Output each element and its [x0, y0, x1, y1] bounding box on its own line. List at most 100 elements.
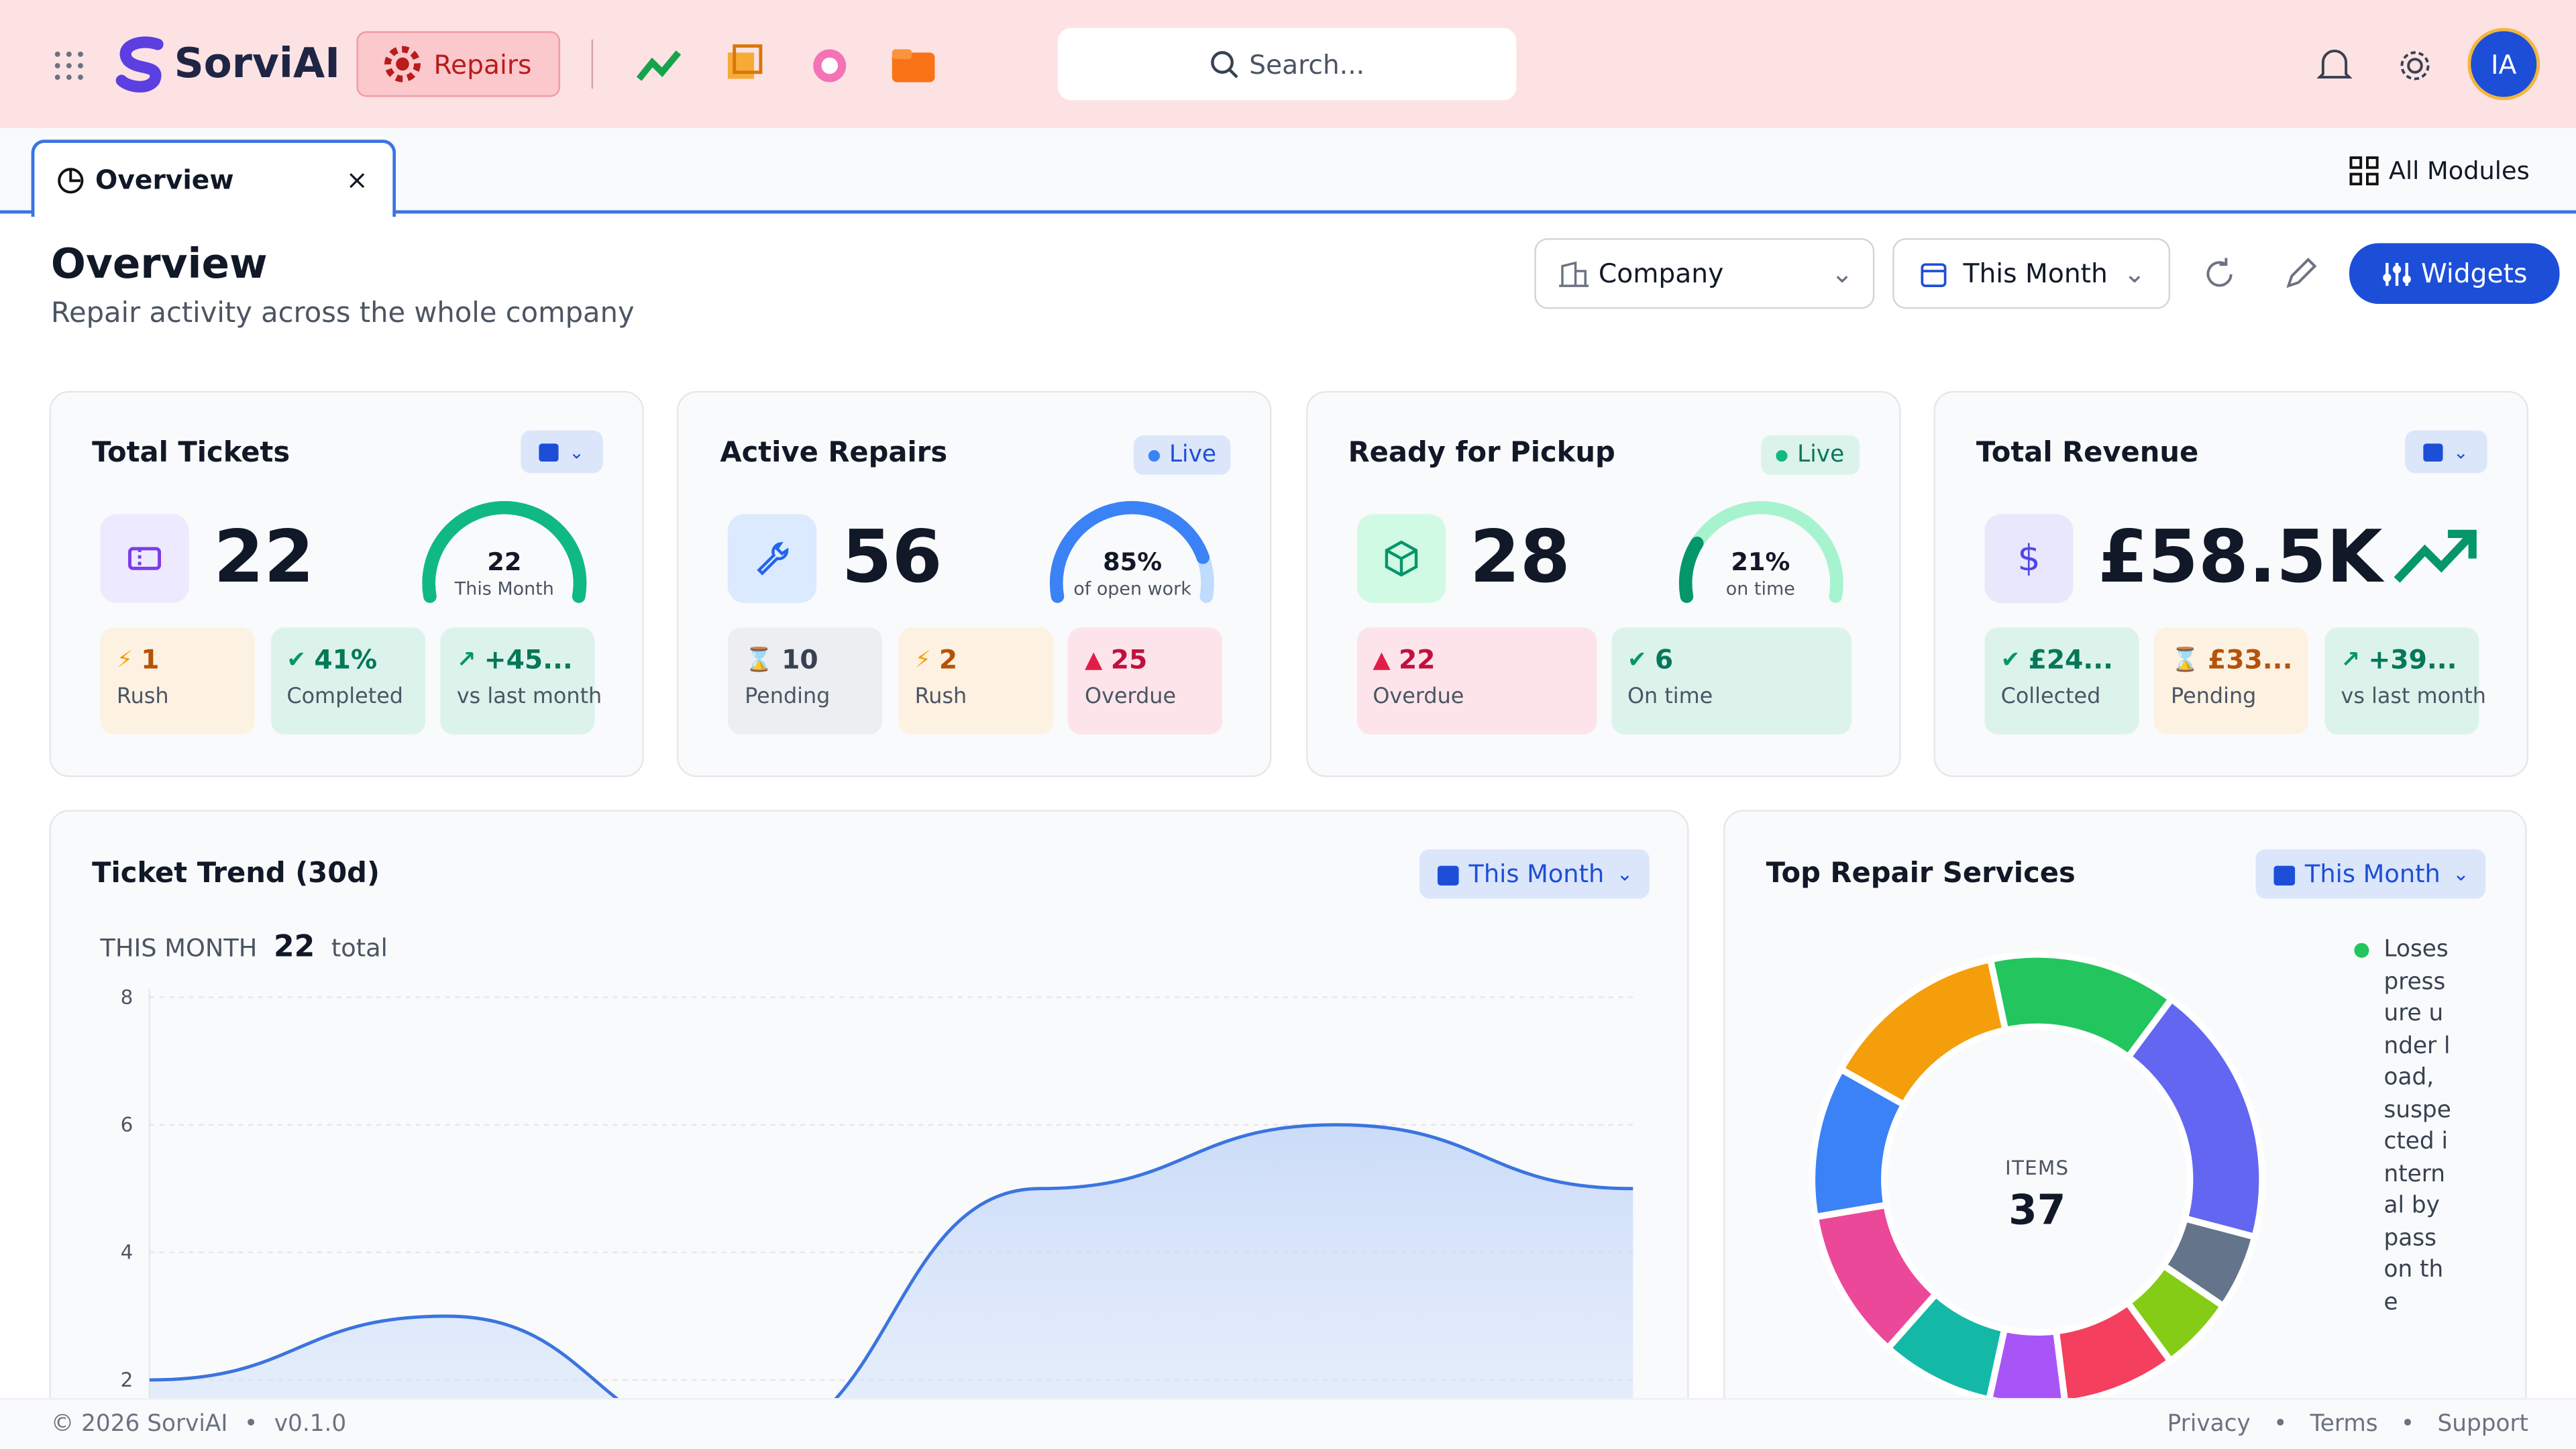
stat-label: Rush [116, 685, 169, 710]
stat-icon: ✔ [2000, 646, 2021, 673]
stat-label: vs last month [456, 685, 602, 710]
dot: • [2400, 1411, 2415, 1438]
tab-bar [0, 128, 2576, 214]
services-filter-label: This Month [2304, 859, 2440, 889]
card-icon [100, 514, 189, 603]
gauge-value: 22 [487, 547, 522, 577]
stat-icon: ⌛ [2171, 646, 2200, 673]
stat: ⌛ 10 Pending [728, 627, 883, 735]
badge-label: Live [1797, 441, 1845, 468]
services-filter[interactable]: This Month ⌄ [2255, 849, 2486, 899]
trend-card: Ticket Trend (30d) This Month ⌄ THIS MONT… [49, 810, 1689, 1418]
card-icon [728, 514, 817, 603]
tab-icon [58, 167, 84, 193]
kpi-card: Ready for Pickup Live 28 21% on time ▲ 22 Ove… [1305, 390, 1900, 777]
stat-label: Overdue [1373, 685, 1464, 710]
live-dot [1148, 449, 1160, 461]
logo [115, 36, 164, 93]
card-value: 56 [841, 515, 943, 600]
apps-icon[interactable] [52, 49, 85, 82]
module-button[interactable]: Repairs [356, 31, 561, 97]
tab-close[interactable]: × [345, 164, 368, 196]
tab[interactable]: Overview × [31, 140, 396, 217]
stat-value: 10 [782, 644, 818, 676]
trend-area [149, 1124, 1633, 1417]
summary-unit: total [331, 933, 388, 963]
chevron: ⌄ [1616, 862, 1633, 886]
gauge-caption: This Month [454, 578, 554, 600]
search-box[interactable]: Search... [1058, 28, 1517, 101]
stat-label: vs last month [2341, 685, 2486, 710]
period-filter[interactable]: This Month ⌄ [1892, 238, 2171, 309]
app-shortcuts[interactable] [636, 43, 948, 89]
icon [757, 541, 789, 576]
company-filter[interactable]: Company ⌄ [1534, 238, 1875, 309]
stat-label: Overdue [1085, 685, 1177, 710]
sliders-icon [2382, 262, 2411, 285]
stat: ↗ +45... vs last month [440, 627, 602, 735]
kpi-card: Active Repairs Live 56 85% of open work ⌛ 10… [677, 390, 1273, 777]
stat: ✔ 41% Completed [270, 627, 425, 735]
summary-label: THIS MONTH [100, 933, 258, 963]
header-icons[interactable] [2316, 48, 2448, 84]
version: v0.1.0 [274, 1411, 347, 1438]
card-title: Total Tickets [92, 437, 290, 470]
card-value: 22 [213, 515, 315, 600]
company-label: Company [1598, 258, 1724, 290]
search-icon [1212, 51, 1239, 78]
legend-swatch [2354, 943, 2369, 958]
y-tick-label: 2 [121, 1368, 133, 1391]
brand: SorviAI [174, 39, 341, 87]
stat: ↗ +39... vs last month [2324, 627, 2486, 735]
stat: ▲ 22 Overdue [1356, 627, 1597, 735]
divider [591, 39, 594, 89]
trend-icon [2394, 529, 2477, 583]
tab-label: Overview [95, 164, 234, 196]
y-tick-label: 4 [121, 1241, 133, 1264]
footer-links: Privacy • Terms • Support [2167, 1411, 2528, 1438]
page-subtitle: Repair activity across the whole company [50, 297, 635, 331]
live-badge: Live [1133, 435, 1232, 475]
stat-icon: ↗ [456, 646, 476, 673]
widgets-button[interactable]: Widgets [2349, 243, 2560, 305]
period-picker[interactable]: ⌄ [521, 430, 603, 474]
kpi-card: Total Tickets ⌄ 22 22 This Month ⚡ 1 Rush ✔ 41%… [49, 390, 645, 777]
calendar-icon [1921, 262, 1947, 286]
period-picker[interactable]: ⌄ [2405, 430, 2487, 474]
page-actions[interactable] [2202, 256, 2320, 292]
y-tick-label: 8 [121, 985, 133, 1008]
card-title: Ready for Pickup [1348, 437, 1615, 470]
icon [1384, 540, 1417, 577]
legend: Loses pressure under load, suspected int… [2354, 934, 2453, 1319]
trend-title: Ticket Trend (30d) [92, 857, 380, 891]
donut-segment [2123, 994, 2266, 1241]
kpi-card: Total Revenue ⌄ $ £58.5K ✔ £24... Collected ⌛ £3… [1933, 390, 2528, 777]
footer-link[interactable]: Support [2437, 1411, 2528, 1438]
gauge-caption: on time [1725, 578, 1795, 600]
chevron: ⌄ [2453, 862, 2469, 886]
card-value: 28 [1469, 515, 1570, 600]
stat: ▲ 25 Overdue [1068, 627, 1223, 735]
stat-icon: ↗ [2341, 646, 2361, 673]
y-tick-label: 6 [121, 1114, 133, 1136]
footer-left: © 2026 SorviAI • v0.1.0 [51, 1411, 346, 1438]
stat-icon: ✔ [1627, 646, 1647, 673]
avatar[interactable]: IA [2467, 28, 2540, 101]
stat-value: 1 [141, 644, 160, 676]
stat: ✔ £24... Collected [1984, 627, 2139, 735]
page-title: Overview [50, 239, 268, 288]
stat-value: +39... [2368, 644, 2457, 676]
badge-label: Live [1169, 441, 1216, 468]
all-modules[interactable]: All Modules [2349, 151, 2530, 191]
trend-filter[interactable]: This Month ⌄ [1419, 849, 1650, 899]
stat-value: 6 [1654, 644, 1674, 676]
calendar-icon [539, 443, 559, 462]
footer-link[interactable]: Terms [2310, 1411, 2378, 1438]
gauge [1050, 500, 1215, 603]
search-placeholder: Search... [1249, 48, 1365, 80]
gauge-value: 85% [1103, 547, 1163, 577]
legend-label: Loses pressure under load, suspected int… [2383, 936, 2451, 1316]
chevron: ⌄ [2123, 258, 2146, 290]
stat-value: 25 [1110, 644, 1148, 676]
footer-link[interactable]: Privacy [2167, 1411, 2251, 1438]
